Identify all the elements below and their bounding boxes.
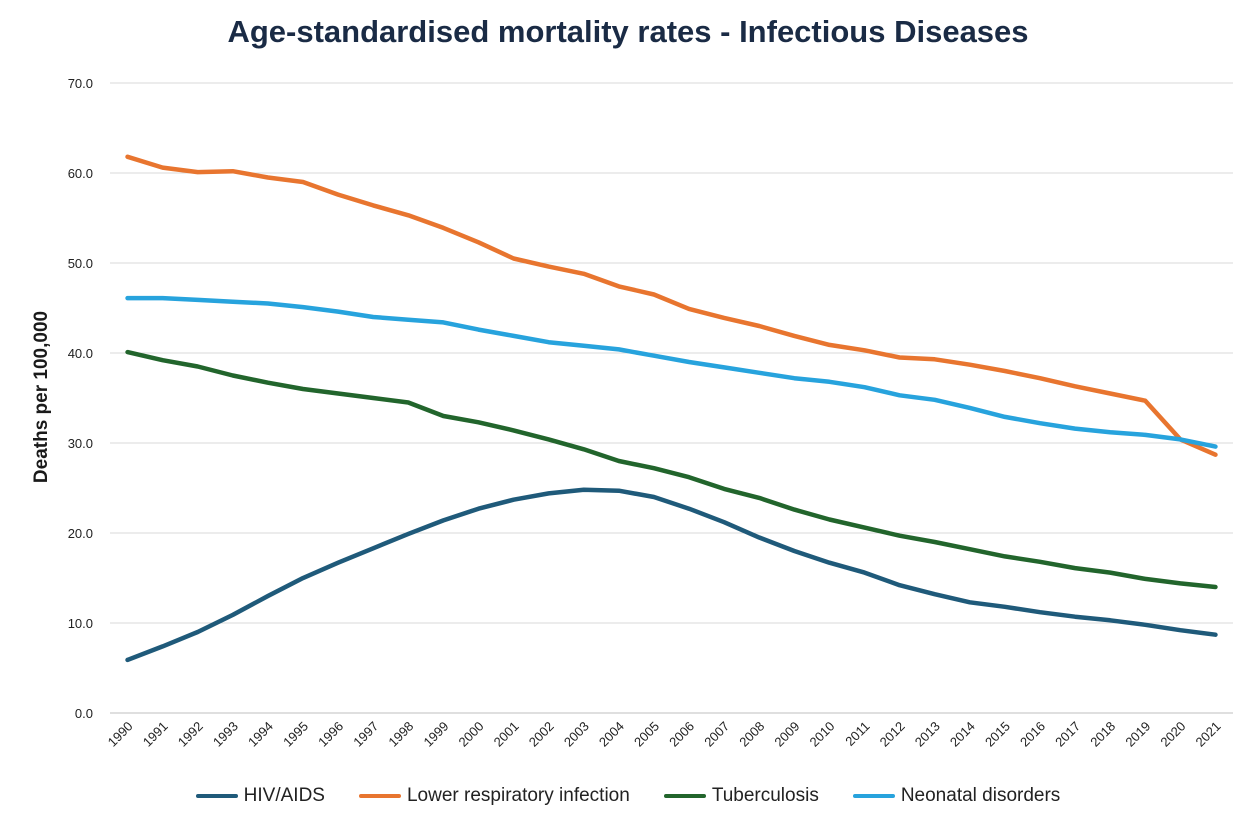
x-tick-label: 2002 bbox=[526, 719, 557, 750]
series-lines bbox=[125, 154, 1218, 663]
legend-item: HIV/AIDS bbox=[195, 785, 325, 807]
x-tick-label: 2021 bbox=[1193, 719, 1224, 750]
x-tick-label: 2008 bbox=[736, 719, 767, 750]
x-tick-label: 2011 bbox=[842, 719, 872, 749]
x-tick-label: 1990 bbox=[105, 719, 136, 750]
x-tick-label: 2000 bbox=[456, 719, 487, 750]
series-line-neonatal-disorders bbox=[125, 295, 1218, 449]
x-tick-label: 2005 bbox=[631, 719, 662, 750]
series-line-hiv-aids bbox=[125, 487, 1218, 663]
x-tick-label: 2012 bbox=[877, 719, 908, 750]
x-axis-ticks: 1990 1991 1992 1993 1994 1995 1996 1997 1998 1999… bbox=[105, 719, 1224, 750]
y-axis-label: Deaths per 100,000 bbox=[31, 311, 52, 483]
legend-swatch bbox=[663, 794, 706, 798]
legend: HIV/AIDS Lower respiratory infection Tuber… bbox=[0, 785, 1256, 807]
x-tick-label: 1993 bbox=[210, 719, 241, 750]
x-tick-label: 2004 bbox=[596, 719, 627, 750]
series-line-tuberculosis bbox=[125, 349, 1218, 590]
legend-label: Neonatal disorders bbox=[900, 785, 1061, 806]
x-tick-label: 2015 bbox=[982, 719, 1013, 750]
x-tick-label: 1997 bbox=[350, 719, 381, 750]
x-tick-label: 2013 bbox=[912, 719, 943, 750]
y-tick-label: 70.0 bbox=[68, 76, 93, 91]
legend-label: HIV/AIDS bbox=[243, 785, 325, 806]
x-tick-label: 2019 bbox=[1122, 719, 1153, 750]
chart-title: Age-standardised mortality rates - Infec… bbox=[227, 14, 1029, 49]
legend-swatch bbox=[358, 794, 401, 798]
series-line-lower-respiratory-infection bbox=[125, 154, 1218, 457]
x-tick-label: 2003 bbox=[561, 719, 592, 750]
legend-label: Tuberculosis bbox=[711, 785, 819, 806]
x-tick-label: 2010 bbox=[806, 719, 837, 750]
x-tick-label: 1991 bbox=[140, 719, 171, 750]
x-tick-label: 2006 bbox=[666, 719, 697, 750]
x-tick-label: 1998 bbox=[385, 719, 416, 750]
y-tick-label: 10.0 bbox=[68, 616, 93, 631]
x-tick-label: 2009 bbox=[771, 719, 802, 750]
y-tick-label: 40.0 bbox=[68, 346, 93, 361]
x-tick-label: 2020 bbox=[1157, 719, 1188, 750]
x-tick-label: 1996 bbox=[315, 719, 346, 750]
y-tick-label: 0.0 bbox=[75, 706, 93, 721]
legend-item: Tuberculosis bbox=[663, 785, 819, 807]
x-tick-label: 1994 bbox=[245, 719, 276, 750]
x-tick-label: 1992 bbox=[175, 719, 206, 750]
y-tick-label: 30.0 bbox=[68, 436, 93, 451]
y-tick-label: 50.0 bbox=[68, 256, 93, 271]
x-tick-label: 2001 bbox=[491, 719, 522, 750]
x-tick-label: 2018 bbox=[1087, 719, 1118, 750]
x-tick-label: 2016 bbox=[1017, 719, 1048, 750]
x-tick-label: 2007 bbox=[701, 719, 732, 750]
y-tick-label: 60.0 bbox=[68, 166, 93, 181]
legend-item: Neonatal disorders bbox=[852, 785, 1061, 807]
gridlines bbox=[110, 82, 1233, 714]
x-tick-label: 1999 bbox=[420, 719, 451, 750]
y-axis-ticks: 0.0 10.0 20.0 30.0 40.0 50.0 60.0 70.0 bbox=[68, 76, 93, 721]
x-tick-label: 2017 bbox=[1052, 719, 1083, 750]
y-tick-label: 20.0 bbox=[68, 526, 93, 541]
x-tick-label: 2014 bbox=[947, 719, 978, 750]
legend-swatch bbox=[195, 794, 238, 798]
legend-item: Lower respiratory infection bbox=[358, 785, 630, 807]
legend-label: Lower respiratory infection bbox=[406, 785, 630, 806]
legend-swatch bbox=[852, 794, 895, 798]
x-tick-label: 1995 bbox=[280, 719, 311, 750]
